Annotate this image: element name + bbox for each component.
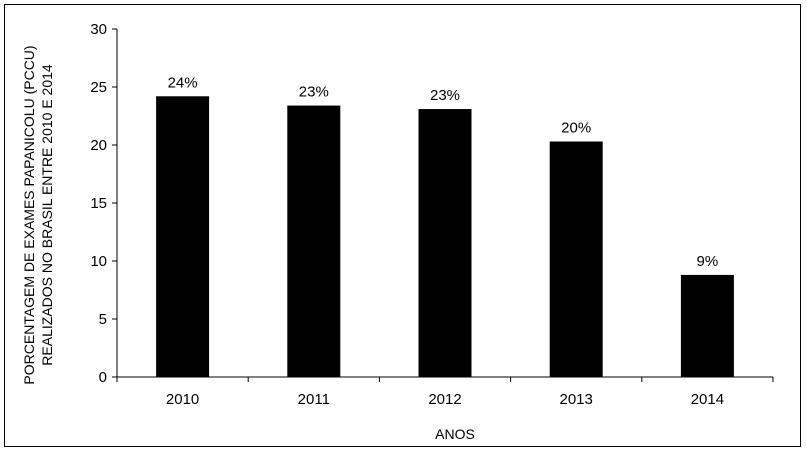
x-tick-labels: 2010 2011 2012 2013 2014 [166,391,724,408]
bar-2011 [287,105,341,377]
bar-2010 [156,96,210,377]
x-tick-label-2010: 2010 [166,391,199,408]
data-label-2010: 24% [168,74,198,91]
x-axis-ticks [116,377,774,382]
bar-2013 [549,141,603,377]
bar-2012 [418,109,472,377]
x-tick-label-2011: 2011 [298,391,330,408]
y-tick-label: 5 [99,311,107,328]
y-tick-label: 10 [90,253,107,270]
y-tick-label: 30 [90,21,107,38]
data-label-2013: 20% [561,120,591,137]
y-axis-title-line-1: PORCENTAGEM DE EXAMES PAPANICOLU (PCCU) [21,45,37,384]
chart-frame [4,4,801,447]
data-label-2014: 9% [697,253,719,270]
data-labels: 24% 23% 23% 20% 9% [168,74,719,270]
y-tick-label: 20 [90,137,107,154]
x-tick-label-2013: 2013 [560,391,593,408]
y-tick-label: 25 [90,79,107,96]
data-label-2011: 23% [299,84,329,101]
x-tick-label-2012: 2012 [428,391,461,408]
y-tick-label: 0 [99,369,107,386]
bar-2014 [680,274,734,377]
y-tick-label: 15 [90,195,107,212]
x-tick-label-2014: 2014 [691,391,724,408]
x-axis-title: ANOS [435,426,475,442]
y-axis-title: PORCENTAGEM DE EXAMES PAPANICOLU (PCCU) … [21,45,55,384]
y-axis-ticks: 0 5 10 15 20 25 30 [90,21,117,386]
bars [156,96,734,377]
data-label-2012: 23% [430,87,460,104]
y-axis-title-line-2: REALIZADOS NO BRASIL ENTRE 2010 E 2014 [39,64,55,366]
